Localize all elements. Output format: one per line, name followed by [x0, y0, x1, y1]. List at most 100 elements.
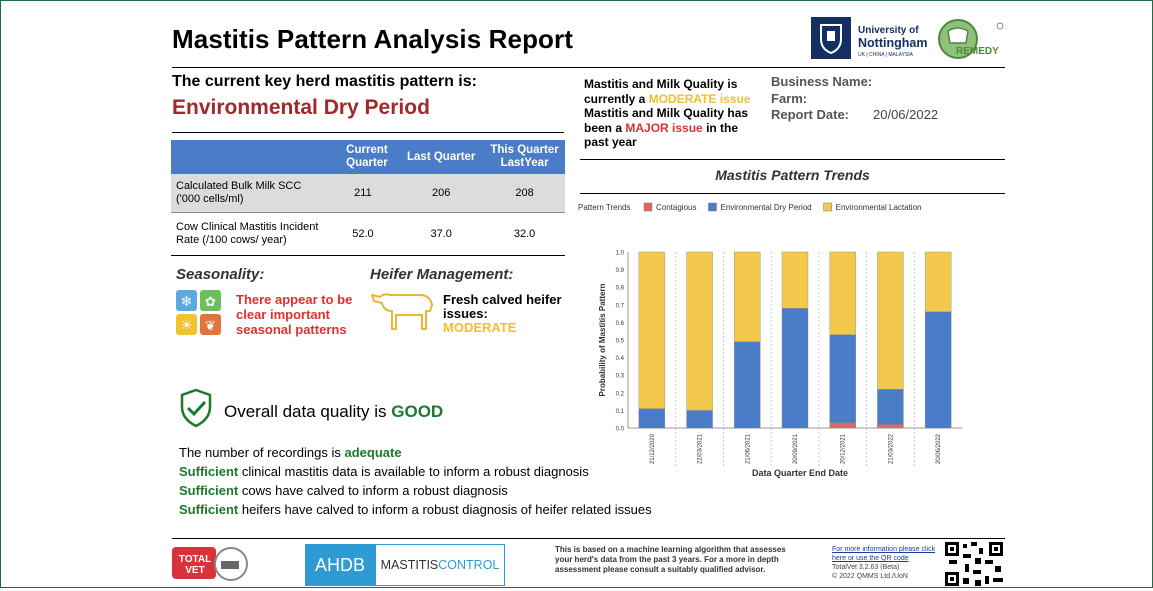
bar-segment [877, 424, 904, 429]
version-info: TotalVet 3.2.63 (Beta) © 2022 QMMS Ltd./… [832, 564, 908, 580]
bar-segment [686, 410, 713, 429]
data-quality-summary: Overall data quality is GOOD [224, 402, 444, 421]
chart-title-divider [580, 193, 1005, 194]
bar-segment [638, 408, 666, 429]
y-axis-label: Probability of Mastitis Pattern [598, 283, 607, 396]
legend-label: Environmental Lactation [836, 203, 922, 212]
season-grid-icon: ❄ ✿ ☀ ❦ [176, 290, 221, 335]
heifer-heading: Heifer Management: [370, 266, 514, 283]
data-quality-item: Sufficient heifers have calved to inform… [179, 502, 652, 517]
header-divider [172, 67, 1005, 68]
university-logo [811, 17, 851, 59]
business-name-label: Business Name: [771, 74, 873, 89]
university-sub: UK | CHINA | MALAYSIA [858, 52, 914, 58]
x-tick-label: 22/03/2021 [698, 433, 704, 464]
data-quality-status: GOOD [391, 402, 444, 421]
totalvet-logo-icon [172, 547, 248, 581]
x-axis-label: Data Quarter End Date [752, 468, 848, 478]
remedy-logo: REMEDY [934, 17, 1004, 61]
svg-text:❄: ❄ [181, 294, 193, 310]
y-tick-label: 0.1 [616, 409, 625, 415]
svg-text:❦: ❦ [205, 319, 216, 334]
y-tick-label: 0.9 [616, 268, 625, 274]
x-tick-label: 20/09/2021 [793, 433, 799, 464]
bar-segment [877, 251, 904, 390]
remedy-text: REMEDY [956, 46, 999, 57]
svg-text:✿: ✿ [205, 295, 216, 310]
shield-check-icon [178, 388, 214, 428]
y-tick-label: 0.8 [616, 286, 625, 292]
totalvet-text: TOTAL VET [178, 554, 212, 576]
university-line2: Nottingham [858, 36, 928, 50]
footer-divider [172, 538, 1005, 539]
moderate-status: MODERATE issue [648, 91, 751, 106]
key-pattern-value: Environmental Dry Period [172, 96, 430, 119]
totalvet-logo: TOTAL VET [171, 545, 251, 583]
legend-swatch [708, 202, 717, 212]
y-tick-label: 0.2 [616, 391, 625, 397]
mastitis-control-logo: MASTITISCONTROL [375, 544, 505, 586]
bar-segment [638, 251, 666, 409]
herd-metrics-table: Current Quarter Last Quarter This Quarte… [171, 140, 565, 256]
crest-icon [820, 24, 842, 55]
mastitis-trends-chart: Pattern Trends Contagious Environmental Dr… [578, 202, 962, 478]
bar-segment [924, 251, 952, 313]
key-pattern-heading: The current key herd mastitis pattern is… [172, 73, 477, 90]
report-date-label: Report Date: [771, 107, 850, 122]
bar-segment [829, 334, 856, 423]
table-row: Calculated Bulk Milk SCC ('000 cells/ml)… [171, 174, 565, 213]
x-tick-label: 21/03/2022 [888, 433, 894, 464]
data-quality-item: Sufficient cows have calved to inform a … [179, 483, 508, 498]
qr-code-icon[interactable] [945, 542, 1005, 586]
business-info: Business Name: Farm: Report Date: [771, 74, 872, 124]
y-tick-label: 0.4 [616, 356, 625, 362]
seasonality-heading: Seasonality: [176, 266, 265, 283]
bar-segment [924, 311, 952, 429]
summary-divider-left [172, 132, 564, 133]
y-tick-label: 0.0 [616, 427, 625, 433]
y-tick-label: 0.6 [616, 321, 625, 327]
svg-text:☀: ☀ [180, 318, 193, 334]
legend-label: Environmental Dry Period [720, 203, 811, 212]
bar-segment [877, 389, 904, 425]
heifer-status: MODERATE [443, 320, 517, 335]
bar-segment [781, 251, 809, 309]
legend-label: Contagious [656, 203, 696, 212]
chart-top-divider [580, 159, 1005, 160]
y-tick-label: 0.5 [616, 339, 625, 345]
legend-swatch [643, 202, 653, 212]
report-date-value: 20/06/2022 [873, 107, 939, 122]
seasons-icon: ❄ ✿ ☀ ❦ [175, 289, 223, 337]
bar-segment [829, 422, 856, 429]
more-info-link[interactable]: For more information please click here o… [832, 546, 936, 562]
page-title: Mastitis Pattern Analysis Report [172, 24, 574, 54]
bar-segment [829, 251, 856, 335]
bar-segment [686, 251, 713, 411]
legend-swatch [823, 202, 832, 212]
x-tick-label: 20/06/2022 [936, 433, 942, 464]
cow-icon [371, 293, 433, 330]
x-tick-label: 21/12/2020 [650, 433, 656, 464]
legend-title: Pattern Trends [578, 203, 630, 212]
seasonality-text: There appear to be clear important seaso… [236, 292, 353, 337]
table-header-row: Current Quarter Last Quarter This Quarte… [171, 140, 565, 174]
major-status: MAJOR issue [625, 120, 703, 135]
bar-segment [781, 308, 809, 429]
bar-segment [734, 341, 761, 429]
recordings-line: The number of recordings is adequate [179, 445, 402, 460]
heifer-icon [368, 287, 438, 331]
footer-note: This is based on a machine learning algo… [555, 545, 786, 574]
y-tick-label: 1.0 [616, 251, 625, 257]
university-line1: University of [858, 25, 919, 36]
bar-segment [734, 251, 761, 342]
remedy-cow-icon [938, 19, 1004, 59]
milk-quality-summary: Mastitis and Milk Quality is currently a… [584, 77, 751, 149]
data-quality-item: Sufficient clinical mastitis data is ava… [179, 464, 589, 479]
table-row: Cow Clinical Mastitis Incident Rate (/10… [171, 212, 565, 256]
y-tick-label: 0.3 [616, 374, 625, 380]
heifer-text: Fresh calved heifer issues: MODERATE [443, 292, 562, 335]
chart-title: Mastitis Pattern Trends [715, 167, 870, 183]
x-tick-label: 20/12/2021 [841, 433, 847, 464]
y-tick-label: 0.7 [616, 303, 625, 309]
ahdb-logo: AHDB [305, 544, 375, 586]
